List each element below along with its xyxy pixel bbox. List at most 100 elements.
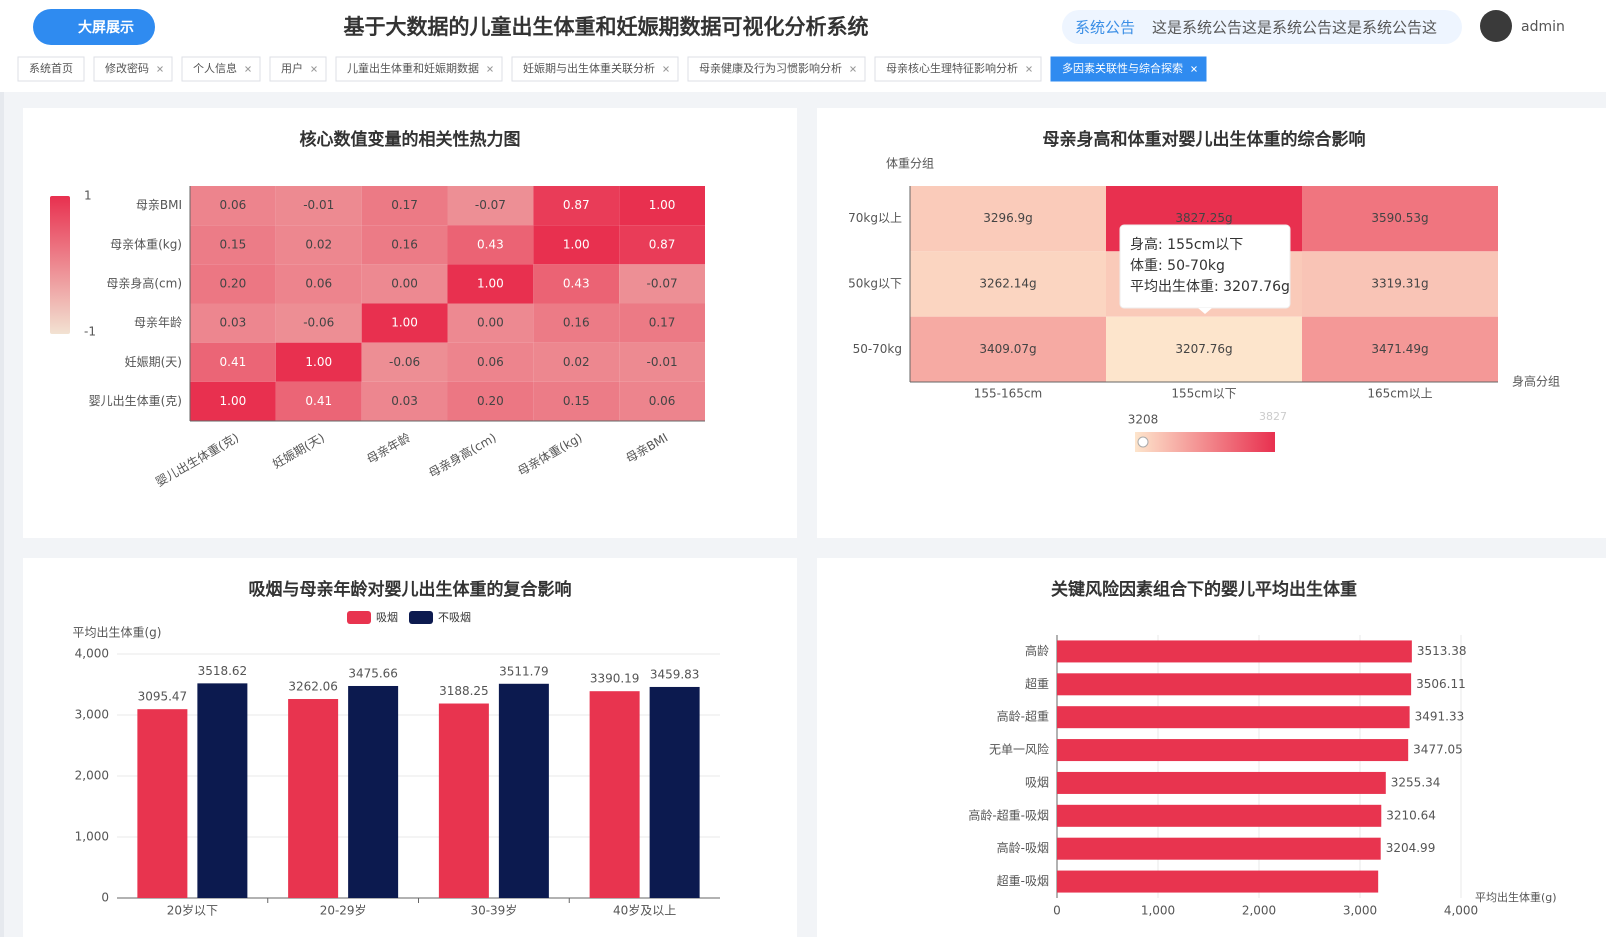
user-name[interactable]: admin: [1521, 19, 1565, 35]
heat-cell: [190, 186, 276, 226]
visual-map-max: 3827: [1259, 410, 1287, 423]
heat-cell: [619, 264, 705, 304]
cell-label: 0.16: [563, 316, 590, 330]
tab[interactable]: 母亲核心生理特征影响分析: [874, 56, 1042, 82]
tab[interactable]: 修改密码: [93, 56, 173, 82]
x-axis-name: 平均出生体重(g): [1475, 890, 1557, 904]
cell-label: 1.00: [563, 237, 590, 251]
tab-close[interactable]: [487, 66, 493, 72]
bar-value: 3491.33: [1415, 710, 1465, 724]
chart-title: 关键风险因素组合下的婴儿平均出生体重: [1051, 579, 1357, 600]
tab-box[interactable]: [17, 56, 85, 82]
cell-label: 0.02: [305, 237, 332, 251]
y-tick-label: 50kg以下: [848, 277, 902, 291]
screen-button[interactable]: [33, 9, 155, 45]
y-tick-label: 高龄-超重: [997, 709, 1049, 724]
avatar[interactable]: [1480, 10, 1512, 42]
tab-close[interactable]: [1191, 66, 1197, 72]
tab-label[interactable]: 个人信息: [193, 61, 237, 75]
cell-label: -0.07: [475, 198, 506, 212]
notice-text: 这是系统公告这是系统公告这是系统公告这: [1152, 19, 1437, 37]
cell-label: 3207.76g: [1175, 342, 1232, 356]
legend-label[interactable]: 不吸烟: [438, 610, 471, 624]
cell-label: 0.43: [477, 237, 504, 251]
y-tick-label: 母亲体重(kg): [110, 237, 182, 251]
tab[interactable]: 个人信息: [181, 56, 261, 82]
tab-label[interactable]: 母亲健康及行为习惯影响分析: [699, 61, 842, 75]
tab-close[interactable]: [245, 66, 251, 72]
tab-close[interactable]: [663, 66, 669, 72]
tab-label[interactable]: 修改密码: [105, 61, 149, 75]
tab-close[interactable]: [1026, 66, 1032, 72]
heat-cell: [910, 251, 1106, 317]
bar: [137, 709, 188, 898]
chart-title: 吸烟与母亲年龄对婴儿出生体重的复合影响: [249, 579, 572, 600]
tab[interactable]: 母亲健康及行为习惯影响分析: [687, 56, 866, 82]
heat-cell: [910, 186, 1106, 252]
visual-map-handle[interactable]: [1137, 436, 1149, 448]
tab-label[interactable]: 儿童出生体重和妊娠期数据: [347, 61, 479, 75]
heat-cell: [447, 303, 534, 343]
y-tick-label: 吸烟: [1025, 775, 1049, 789]
heat-cell: [619, 225, 705, 265]
tab[interactable]: 系统首页: [17, 56, 85, 82]
cell-label: 0.41: [305, 394, 332, 408]
tooltip-line: 体重: 50-70kg: [1130, 258, 1225, 274]
tab-box[interactable]: [1050, 56, 1207, 82]
tab-label[interactable]: 用户: [281, 61, 303, 75]
heat-cell: [619, 381, 705, 421]
tab[interactable]: 儿童出生体重和妊娠期数据: [335, 56, 503, 82]
y-tick-label: 无单一风险: [989, 742, 1049, 757]
screen-button-label[interactable]: 大屏展示: [78, 19, 134, 36]
tab[interactable]: 多因素关联性与综合探索: [1050, 56, 1207, 82]
bar-value: 3459.83: [650, 667, 700, 681]
tab[interactable]: 妊娠期与出生体重关联分析: [511, 56, 679, 82]
tab-close[interactable]: [157, 66, 163, 72]
tab-box[interactable]: [874, 56, 1042, 82]
tab-label[interactable]: 多因素关联性与综合探索: [1062, 61, 1183, 75]
heat-cell: [533, 342, 620, 382]
tab-close[interactable]: [311, 66, 317, 72]
y-tick-label: 3,000: [75, 708, 109, 722]
cell-label: 3319.31g: [1371, 277, 1428, 291]
tab-box[interactable]: [687, 56, 866, 82]
cell-label: 0.87: [563, 198, 590, 212]
x-tick-label: 3,000: [1343, 904, 1377, 918]
y-tick-label: 妊娠期(天): [125, 355, 182, 369]
heat-cell: [361, 186, 448, 226]
tab-box[interactable]: [511, 56, 679, 82]
y-tick-label: 0: [101, 891, 109, 905]
x-tick-label: 40岁及以上: [613, 903, 676, 918]
tab[interactable]: 用户: [269, 56, 327, 82]
tab-label[interactable]: 母亲核心生理特征影响分析: [886, 61, 1018, 75]
tab-label[interactable]: 妊娠期与出生体重关联分析: [523, 61, 655, 75]
chart-title: 母亲身高和体重对婴儿出生体重的综合影响: [1043, 129, 1366, 150]
tab-box[interactable]: [269, 56, 327, 82]
tab-close[interactable]: [850, 66, 856, 72]
legend-swatch[interactable]: [409, 611, 433, 624]
legend-label[interactable]: 吸烟: [376, 610, 398, 624]
legend-swatch[interactable]: [347, 611, 371, 624]
y-tick-label: 4,000: [75, 647, 109, 661]
bar: [438, 703, 489, 898]
x-tick-label: 1,000: [1141, 904, 1175, 918]
cell-label: 0.87: [649, 237, 676, 251]
tab-box[interactable]: [181, 56, 261, 82]
cell-label: 3590.53g: [1371, 211, 1428, 225]
tab-label[interactable]: 系统首页: [29, 61, 73, 75]
y-tick-label: 超重: [1025, 676, 1049, 691]
bar: [1057, 739, 1409, 762]
y-tick-label: 70kg以上: [848, 211, 902, 225]
x-tick-label: 20岁以下: [167, 903, 218, 918]
y-axis-name: 平均出生体重(g): [73, 626, 162, 640]
y-tick-label: 高龄-吸烟: [997, 840, 1049, 855]
heat-cell: [533, 381, 620, 421]
y-tick-label: 婴儿出生体重(克): [89, 394, 182, 408]
heat-cell: [361, 225, 448, 265]
tab-box[interactable]: [93, 56, 173, 82]
heat-cell: [275, 186, 362, 226]
heat-cell: [361, 381, 448, 421]
cell-label: 0.17: [649, 316, 676, 330]
visual-map-min: -1: [84, 325, 96, 339]
tab-box[interactable]: [335, 56, 503, 82]
